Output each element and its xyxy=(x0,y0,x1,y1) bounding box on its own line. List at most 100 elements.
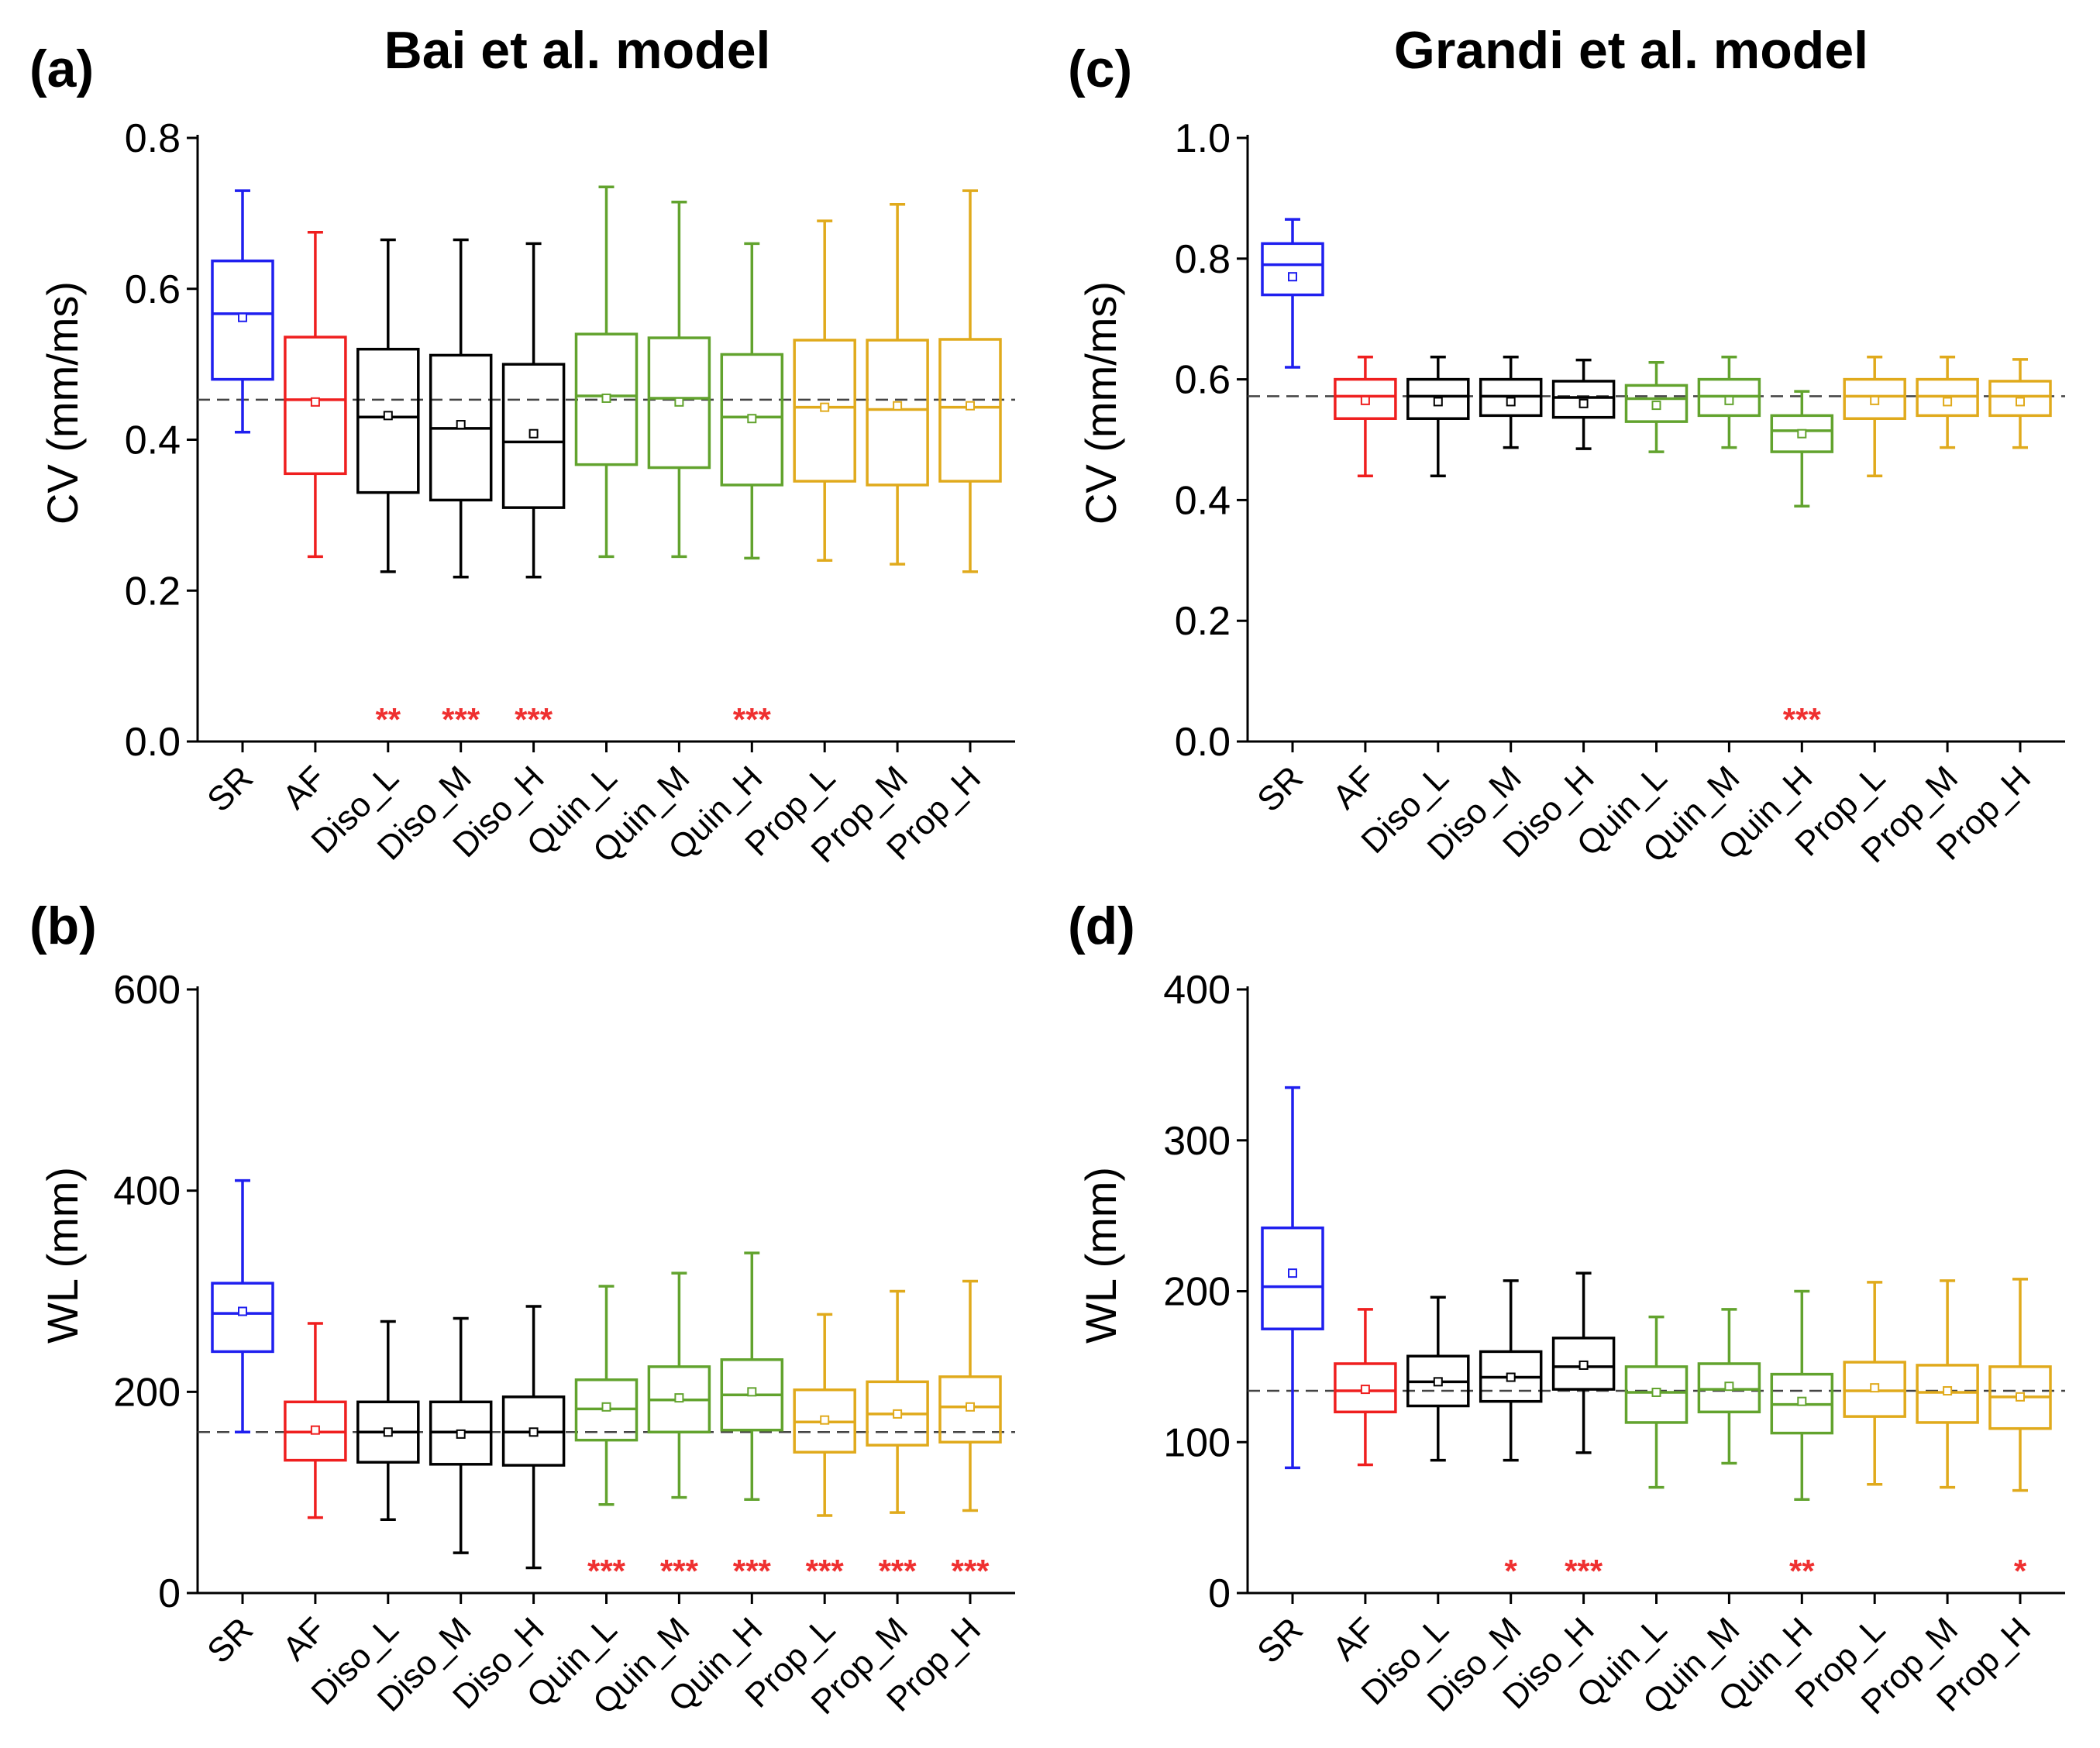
box-Quin_M xyxy=(1697,356,1761,449)
box-body xyxy=(1551,380,1616,419)
x-tick-label: AF xyxy=(1326,759,1383,816)
panel-title: Bai et al. model xyxy=(384,21,771,80)
y-axis-label: CV (mm/ms) xyxy=(1076,281,1125,525)
mean-marker xyxy=(747,414,757,424)
y-tick-label: 200 xyxy=(113,1370,181,1415)
box-body xyxy=(1770,414,1834,453)
mean-marker xyxy=(383,1427,393,1437)
y-tick-label: 400 xyxy=(1163,968,1231,1013)
box-body xyxy=(1406,377,1470,420)
box-Quin_H xyxy=(1770,390,1834,508)
box-Diso_H xyxy=(1551,358,1616,450)
mean-marker xyxy=(1578,398,1589,408)
y-tick-label: 600 xyxy=(113,968,181,1013)
box-Quin_M xyxy=(647,1271,711,1499)
y-tick-label: 0.8 xyxy=(1175,237,1231,282)
panel-title: Grandi et al. model xyxy=(1394,21,1868,80)
y-tick-label: 0 xyxy=(1208,1571,1231,1616)
mean-marker xyxy=(456,420,466,430)
mean-marker xyxy=(747,1387,757,1397)
significance-marker: *** xyxy=(733,701,772,738)
box-Quin_L xyxy=(1624,1315,1689,1489)
box-body xyxy=(1261,1226,1324,1330)
box-body xyxy=(1988,380,2052,418)
mean-marker xyxy=(1578,1360,1589,1370)
y-tick-label: 200 xyxy=(1163,1270,1231,1315)
box-Quin_L xyxy=(574,1285,639,1506)
box-Diso_L xyxy=(356,238,420,573)
box-body xyxy=(647,336,711,470)
mean-marker xyxy=(1797,1396,1807,1406)
y-tick-label: 0.2 xyxy=(1175,599,1231,644)
box-body xyxy=(938,338,1002,483)
box-Prop_L xyxy=(1843,356,1906,477)
mean-marker xyxy=(1724,395,1734,405)
y-tick-label: 0.6 xyxy=(125,267,181,312)
box-body xyxy=(1916,1364,1979,1424)
box-body xyxy=(211,259,274,381)
mean-marker xyxy=(528,428,539,439)
box-Prop_L xyxy=(793,1313,856,1517)
box-Quin_H xyxy=(720,242,784,560)
significance-marker: ** xyxy=(1789,1553,1815,1589)
y-tick-label: 1.0 xyxy=(1175,116,1231,161)
box-body xyxy=(574,332,639,466)
box-body xyxy=(211,1282,274,1354)
box-Diso_L xyxy=(1406,356,1470,477)
box-Quin_M xyxy=(1697,1308,1761,1465)
y-tick-label: 400 xyxy=(113,1169,181,1214)
box-Quin_L xyxy=(574,185,639,559)
box-body xyxy=(1624,1365,1689,1424)
box-body xyxy=(1843,377,1906,420)
box-Diso_H xyxy=(1551,1271,1616,1454)
y-tick-label: 0.8 xyxy=(125,116,181,161)
mean-marker xyxy=(966,401,975,411)
significance-marker: *** xyxy=(660,1553,699,1589)
significance-marker: *** xyxy=(515,701,553,738)
box-body xyxy=(1261,242,1324,297)
panel-label: (a) xyxy=(29,40,94,98)
x-tick-label: AF xyxy=(1326,1610,1383,1667)
box-body xyxy=(284,335,347,476)
box-Diso_H xyxy=(501,1305,566,1570)
mean-marker xyxy=(674,1393,684,1403)
significance-marker: *** xyxy=(1783,701,1822,738)
mean-marker xyxy=(528,1427,539,1437)
box-AF xyxy=(1334,356,1397,477)
box-SR xyxy=(1261,1086,1324,1470)
box-Prop_M xyxy=(1916,356,1979,449)
panel-label: (c) xyxy=(1068,40,1132,98)
mean-marker xyxy=(893,1409,903,1419)
box-Prop_M xyxy=(1916,1279,1979,1489)
y-tick-label: 0 xyxy=(158,1571,181,1616)
significance-marker: *** xyxy=(1565,1553,1603,1589)
y-tick-label: 0.6 xyxy=(1175,358,1231,403)
box-body xyxy=(501,363,566,509)
mean-marker xyxy=(1506,397,1516,407)
significance-marker: *** xyxy=(879,1553,917,1589)
x-tick-label: SR xyxy=(1250,1610,1310,1671)
box-Prop_M xyxy=(866,202,929,566)
mean-marker xyxy=(310,397,320,407)
box-body xyxy=(720,353,784,487)
y-tick-label: 0.0 xyxy=(1175,720,1231,765)
mean-marker xyxy=(1651,1387,1661,1397)
mean-marker xyxy=(893,401,903,411)
box-Prop_L xyxy=(1843,1281,1906,1486)
mean-marker xyxy=(2016,397,2025,407)
y-tick-label: 0.2 xyxy=(125,569,181,614)
box-body xyxy=(938,1375,1002,1443)
box-SR xyxy=(211,189,274,434)
y-tick-label: 100 xyxy=(1163,1420,1231,1465)
mean-marker xyxy=(966,1402,975,1412)
box-Quin_H xyxy=(1770,1289,1834,1502)
box-body xyxy=(1843,1361,1906,1418)
box-Prop_H xyxy=(938,1279,1002,1512)
y-tick-label: 0.0 xyxy=(125,720,181,765)
box-Diso_H xyxy=(501,242,566,579)
box-Diso_M xyxy=(1479,356,1543,449)
box-AF xyxy=(284,230,347,559)
mean-marker xyxy=(1943,1386,1953,1396)
